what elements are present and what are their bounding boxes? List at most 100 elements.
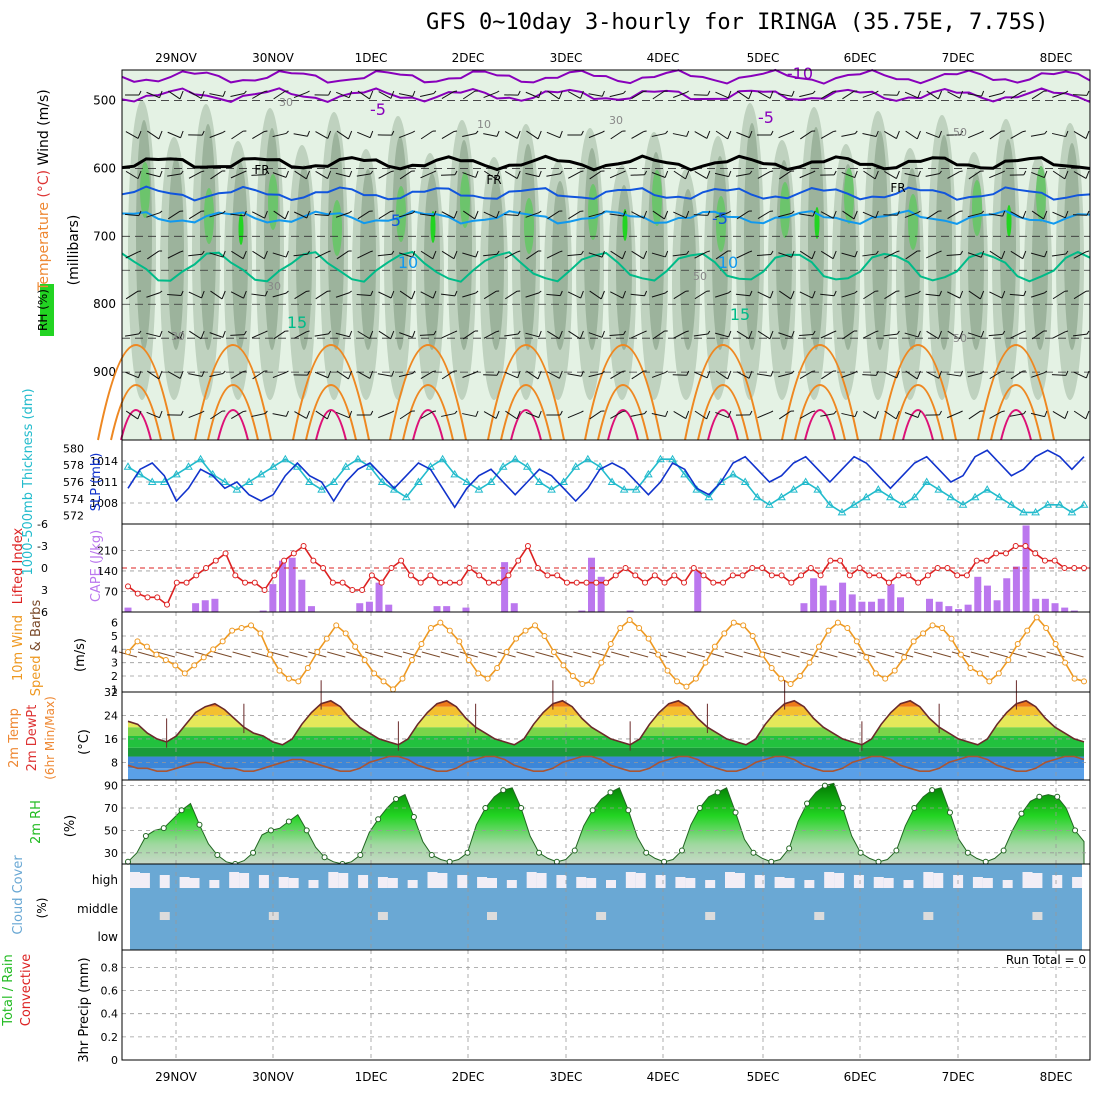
- lifted-index-series-marker: [817, 572, 824, 579]
- wind-barb-flag: [622, 290, 627, 299]
- axis-label-part: (°C): [77, 729, 92, 755]
- isotherm-label: -5: [370, 100, 386, 119]
- wind-barb: [884, 131, 897, 139]
- wind-barb: [441, 413, 455, 417]
- wind-barb: [609, 92, 624, 98]
- wind-barb: [167, 210, 181, 220]
- wind-barb: [147, 250, 160, 260]
- cloud-gap: [487, 878, 497, 888]
- wind-barb-flag: [1022, 210, 1027, 219]
- wind-barb: [315, 290, 328, 300]
- cloud-gap: [685, 878, 696, 888]
- wind-barb: [441, 131, 455, 139]
- isotherm-warm: [292, 344, 370, 441]
- wind-barb-10m: [137, 651, 157, 658]
- wind-barb-flag: [601, 90, 605, 97]
- lifted-index-series-marker: [876, 572, 883, 579]
- rh-contour-70: [584, 148, 600, 350]
- wind-barb-flag: [201, 410, 205, 413]
- wind-barb: [715, 292, 729, 298]
- wind-barb-flag: [390, 90, 395, 99]
- x-tick-label-bottom: 4DEC: [647, 1070, 680, 1084]
- wind-barb-flag: [644, 170, 648, 176]
- wind-barb: [694, 290, 707, 300]
- wind-barb-flag: [579, 330, 584, 340]
- wind-barb-flag: [1065, 250, 1069, 255]
- thickness-series-marker: [196, 454, 205, 463]
- wind-speed-series-marker: [465, 657, 472, 663]
- wind-barb: [988, 92, 1003, 98]
- lifted-index-series-marker: [983, 557, 990, 564]
- wind-speed-series-marker: [891, 667, 898, 674]
- wind-barb-flag: [348, 210, 352, 214]
- wind-barb-flag: [243, 210, 247, 217]
- wind-speed-series-marker: [248, 622, 255, 629]
- wind-barb-flag: [390, 290, 395, 299]
- wind-speed-series-marker: [172, 662, 179, 669]
- cloud-gap: [576, 877, 587, 888]
- wind-barb: [926, 90, 939, 100]
- x-tick-label-bottom: 6DEC: [844, 1070, 877, 1084]
- wind-barb: [947, 171, 960, 179]
- wind-barb: [525, 212, 540, 218]
- axis-label: 10m Wind: [11, 615, 26, 681]
- wind-barb-flag: [748, 330, 753, 339]
- wind-barb: [884, 171, 897, 179]
- axis-label-part: (°C): [36, 165, 52, 197]
- axis-label-part: Wind: [36, 126, 52, 166]
- wind-speed-series-marker: [683, 683, 690, 690]
- wind-barb-flag: [412, 250, 416, 258]
- wind-barb-flag: [874, 170, 879, 180]
- rh-contour-70: [136, 120, 152, 350]
- lifted-index-series-marker: [505, 572, 512, 579]
- wind-barb-flag: [138, 250, 142, 253]
- wind-barb-flag: [243, 90, 247, 94]
- wind-barb-flag: [179, 370, 184, 379]
- wind-barb: [188, 291, 202, 299]
- wind-speed-series-marker: [920, 630, 927, 637]
- cloud-gap: [308, 880, 319, 888]
- wind-barb: [863, 170, 876, 180]
- wind-barb-10m: [932, 651, 952, 658]
- thickness-series-marker: [777, 492, 786, 501]
- rh2m-marker: [500, 787, 507, 794]
- wind-barb: [167, 131, 181, 139]
- wind-barb-flag: [791, 250, 795, 258]
- axis-label: RH (%): [36, 289, 50, 331]
- y-tick-label: 16: [104, 733, 118, 746]
- axis-label-part: (%): [63, 815, 78, 838]
- wind-barb: [1073, 171, 1087, 179]
- wind-barb-flag: [243, 330, 247, 335]
- wind-barb: [968, 290, 981, 300]
- wind-barb: [210, 170, 223, 180]
- cape-bar: [877, 598, 885, 612]
- wind-barb-flag: [517, 210, 521, 216]
- cape-bar: [858, 601, 866, 612]
- wind-barb: [610, 411, 623, 419]
- y-tick-label: 572: [63, 510, 84, 523]
- rh-contour-70: [168, 157, 184, 350]
- axis-label: (%): [35, 898, 49, 919]
- wind-speed-series-marker: [484, 675, 491, 682]
- wind-barb-flag: [1065, 370, 1069, 376]
- thickness-series-marker: [898, 500, 907, 508]
- isotherm-warm: [500, 384, 552, 441]
- isotherm-line: [121, 209, 1091, 225]
- wind-barb: [610, 130, 623, 140]
- wind-speed-series-marker: [853, 638, 860, 645]
- wind-barb-flag: [1022, 330, 1026, 333]
- cloud-gap: [229, 872, 240, 888]
- wind-barb-flag: [137, 130, 142, 139]
- wind-barb: [925, 251, 940, 259]
- wind-barb: [399, 131, 413, 139]
- lifted-index-series-marker: [954, 572, 961, 579]
- wind-barb-flag: [728, 290, 732, 294]
- rh2m-marker: [160, 825, 167, 832]
- wind-speed-series-marker: [957, 651, 964, 658]
- wind-barb-flag: [1043, 170, 1048, 178]
- wind-barb-10m: [232, 651, 251, 658]
- wind-barb-flag: [264, 330, 268, 333]
- rh2m-marker: [410, 813, 417, 820]
- wind-barb: [146, 212, 160, 218]
